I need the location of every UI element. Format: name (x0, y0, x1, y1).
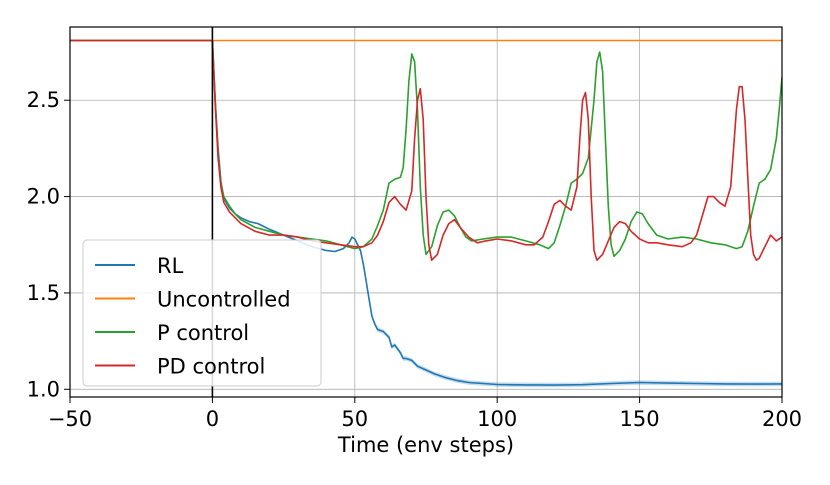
x-axis-label: Time (env steps) (337, 433, 514, 457)
axis-ticks: −50 0 50 100 150 200 1.0 1.5 2.0 2.5 (27, 88, 802, 431)
legend-label-uncontrolled: Uncontrolled (157, 288, 291, 312)
x-tick-label: 50 (341, 407, 368, 431)
legend-label-pd-control: PD control (157, 355, 265, 379)
y-tick-label: 1.5 (27, 281, 60, 305)
series-line-p-control (70, 39, 782, 258)
y-tick-label: 2.5 (27, 88, 60, 112)
x-tick-label: 200 (762, 407, 802, 431)
x-tick-label: 100 (477, 407, 517, 431)
legend-label-rl: RL (157, 254, 184, 278)
legend: RL Uncontrolled P control PD control (82, 239, 322, 387)
legend-label-p-control: P control (157, 321, 249, 345)
x-tick-label: −50 (48, 407, 92, 431)
x-tick-label: 0 (206, 407, 219, 431)
series-line-pd-control (70, 39, 782, 262)
legend-box (82, 239, 322, 387)
y-tick-label: 1.0 (27, 377, 60, 401)
series-line-rl (70, 39, 782, 386)
series-lines (70, 39, 782, 386)
plot-frame (69, 26, 783, 398)
y-tick-label: 2.0 (27, 185, 60, 209)
x-tick-label: 150 (620, 407, 660, 431)
